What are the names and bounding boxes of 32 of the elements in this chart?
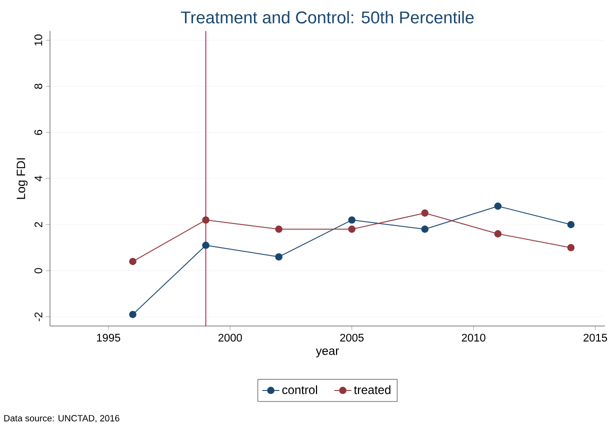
source-note: Data source: UNCTAD, 2016 [4, 415, 120, 422]
y-axis-title: Log FDI [16, 158, 28, 199]
point [567, 244, 575, 252]
legend-label: treated [354, 385, 390, 394]
x-tick-label: 1995 [97, 334, 120, 342]
y-tick-label: 4 [34, 176, 42, 182]
y-tick-label: -2 [34, 312, 42, 322]
y-tick-label: 2 [34, 222, 42, 228]
point [494, 202, 502, 210]
y-tick-label: 6 [34, 130, 42, 135]
y-tick-label: 8 [34, 84, 42, 89]
point [421, 226, 429, 233]
point [202, 242, 210, 249]
x-tick-label: 2010 [462, 334, 486, 342]
x-axis-title: year [316, 348, 339, 358]
x-tick-label: 2005 [340, 334, 364, 342]
legend-label: control [282, 385, 318, 394]
point [275, 253, 282, 261]
point [348, 216, 356, 224]
y-tick-label: 0 [34, 268, 42, 274]
chart-title: Treatment and Control: 50th Percentile [180, 10, 474, 24]
point [202, 216, 210, 224]
y-tick-label: 10 [34, 34, 42, 46]
point [129, 258, 136, 266]
point [494, 230, 502, 238]
x-tick-label: 2000 [218, 334, 242, 342]
x-tick-label: 2015 [584, 334, 608, 342]
point [129, 310, 136, 318]
point [421, 209, 429, 217]
point [275, 226, 282, 233]
point [348, 226, 356, 233]
point [567, 220, 575, 228]
